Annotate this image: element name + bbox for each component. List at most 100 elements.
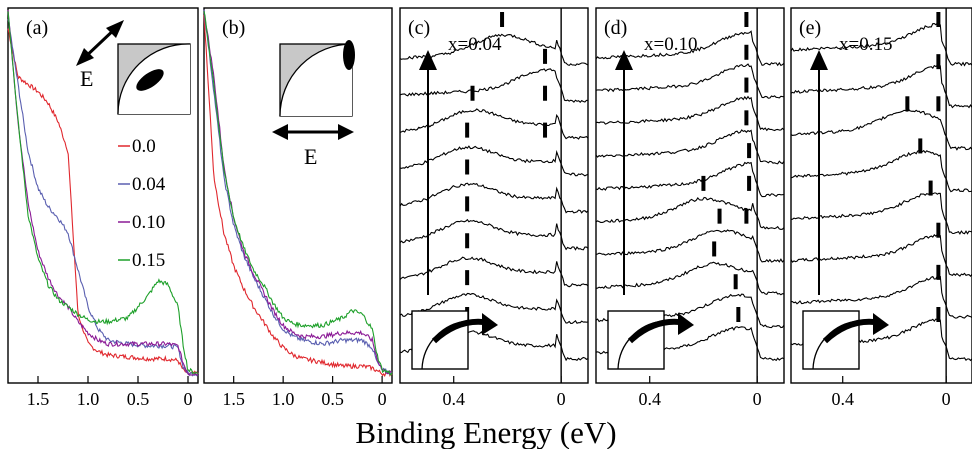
x-tick-label: 1.5 (222, 389, 245, 409)
x-tick-label: 1.0 (77, 389, 100, 409)
peak-marker (712, 241, 717, 257)
polarization-arrow-icon (76, 20, 124, 66)
peak-marker (465, 270, 470, 286)
peak-marker (470, 85, 475, 101)
edc-curve (790, 108, 972, 151)
doping-label: x=0.04 (448, 34, 502, 55)
peak-marker (936, 222, 941, 238)
stack-arrow-icon (810, 50, 828, 70)
edc-curve (790, 233, 972, 278)
x-tick-label: 0.5 (321, 389, 344, 409)
peak-marker (744, 44, 749, 60)
edc-curve (595, 161, 785, 198)
series-line-0.0 (203, 14, 393, 378)
polarization-label: E (80, 66, 93, 91)
peak-marker (543, 122, 548, 138)
peak-marker (747, 175, 752, 191)
panel-c: (c) x=0.04 0.4 0 (399, 7, 589, 409)
x-tick-label: 0.4 (442, 389, 465, 409)
legend: 0.0 0.04 0.10 0.15 (118, 136, 166, 271)
peak-marker (736, 307, 741, 322)
panel-frame (203, 7, 393, 384)
panel-label: (b) (222, 17, 245, 39)
panel-label: (a) (26, 17, 48, 39)
panel-e: (e) x=0.15 0.4 0 (790, 7, 972, 409)
x-tick-label: 1.5 (27, 389, 50, 409)
legend-entry: 0.0 (132, 136, 156, 157)
peak-marker (936, 96, 941, 112)
edc-curve (399, 68, 589, 103)
momentum-cut-inset-icon (802, 310, 889, 370)
panel-b: 1.5 1.0 0.5 0 (b) E (203, 7, 393, 409)
series-line-0.04 (203, 9, 393, 376)
edc-curve (790, 22, 972, 67)
peak-marker (733, 274, 738, 290)
peak-marker (543, 85, 548, 101)
edc-curve (790, 149, 972, 193)
series-line-0.04 (7, 19, 199, 377)
peak-marker (928, 180, 933, 196)
edc-curve (399, 218, 589, 251)
peak-marker (936, 307, 941, 322)
peak-marker (543, 48, 548, 64)
edc-curve (595, 129, 785, 165)
doping-label: x=0.15 (839, 34, 892, 55)
peak-marker (465, 159, 470, 175)
peak-marker (744, 12, 749, 27)
series-line-0.15 (7, 11, 199, 375)
peak-marker (744, 77, 749, 93)
brillouin-zone-inset-icon (117, 43, 191, 115)
edc-curve (595, 196, 785, 230)
panel-label: (d) (604, 17, 627, 39)
peak-marker (936, 54, 941, 70)
x-tick-label: 0 (942, 389, 951, 409)
panel-frame (399, 7, 589, 384)
x-tick-label: 0 (378, 389, 387, 409)
edc-curve (399, 145, 589, 177)
edc-curve (790, 64, 972, 109)
peak-marker (918, 138, 923, 154)
edc-curve (399, 256, 589, 288)
x-tick-label: 1.0 (272, 389, 295, 409)
peak-marker (465, 122, 470, 138)
x-tick-label: 0 (753, 389, 762, 409)
x-tick-label: 0.4 (638, 389, 661, 409)
peak-marker (936, 12, 941, 27)
peak-marker (717, 208, 722, 224)
peak-marker (465, 233, 470, 249)
peak-marker (500, 12, 505, 27)
panel-label: (e) (799, 17, 821, 39)
peak-marker (936, 264, 941, 280)
legend-entry: 0.04 (132, 174, 166, 195)
peak-marker (744, 208, 749, 224)
peak-marker (701, 175, 706, 191)
momentum-cut-inset-icon (607, 310, 694, 370)
series-line-0.0 (7, 28, 199, 375)
x-tick-label: 0 (557, 389, 566, 409)
peak-marker (747, 143, 752, 159)
panel-a: 1.5 1.0 0.5 0 (a) E 0.0 0.04 0.10 0.15 (7, 7, 199, 409)
edc-curve (595, 63, 785, 99)
polarization-label: E (304, 144, 317, 169)
stack-arrow-icon (615, 50, 633, 70)
edc-curve (595, 261, 785, 296)
stack-arrow-icon (419, 50, 437, 70)
panel-frame (7, 7, 199, 384)
peak-marker (465, 196, 470, 212)
x-tick-label: 0.4 (831, 389, 854, 409)
panel-frame (790, 7, 972, 384)
edc-curve (595, 229, 785, 263)
peak-marker (744, 110, 749, 126)
momentum-cut-inset-icon (411, 310, 498, 370)
edc-curve (595, 95, 785, 132)
x-axis-label: Binding Energy (eV) (355, 415, 616, 449)
edc-curve (790, 192, 972, 235)
doping-label: x=0.10 (644, 34, 697, 55)
edc-curve (595, 30, 785, 67)
edc-curve (790, 275, 972, 319)
x-tick-label: 0 (184, 389, 193, 409)
series-line-0.15 (203, 11, 393, 376)
edc-curve (399, 108, 589, 140)
panel-label: (c) (408, 17, 430, 39)
